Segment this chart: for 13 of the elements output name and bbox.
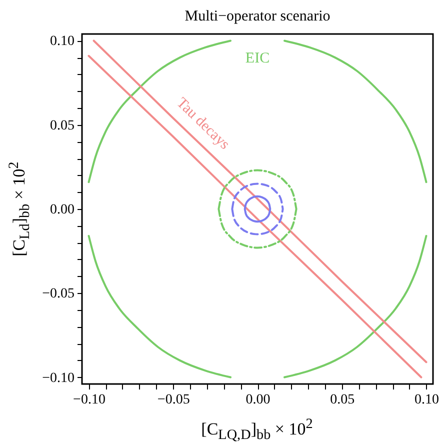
y-tick-label: 0.10 [50,34,74,50]
y-tick-label: 0.00 [50,202,74,218]
x-tick-label: 0.10 [414,392,439,408]
y-tick-label: −0.10 [42,370,74,386]
y-tick-label: −0.05 [42,286,74,302]
x-tick-label: 0.05 [330,392,355,408]
x-tick-label: −0.10 [73,392,106,408]
x-tick-label: 0.00 [246,392,270,408]
x-axis-title: [C$_{LQ,D}$]$_{bb}$ × 10$^{2}$ [201,416,313,443]
chart-title: Multi−operator scenario [184,8,330,25]
series-label: EIC [245,50,270,67]
x-tick-label: −0.05 [157,392,190,408]
y-tick-label: 0.05 [50,118,74,134]
